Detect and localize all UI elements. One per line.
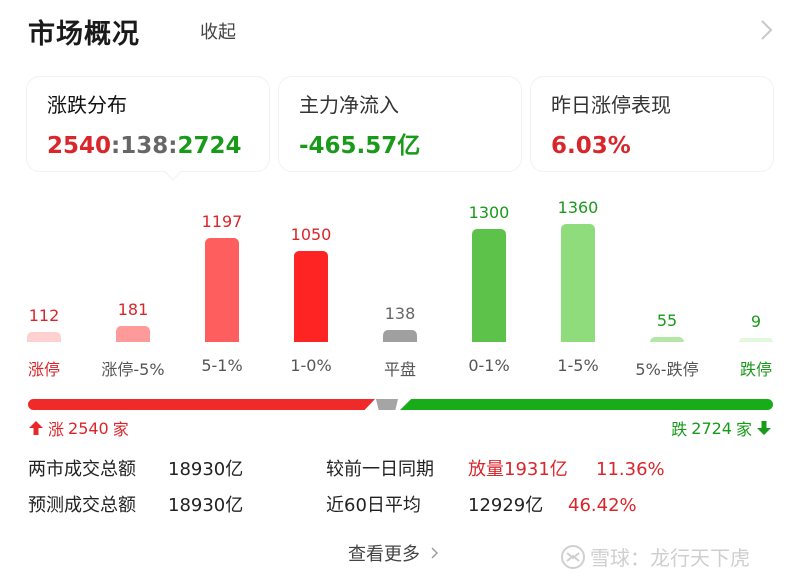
flat-count: 138 (120, 133, 169, 159)
snowball-logo-icon (561, 544, 585, 569)
bar (561, 224, 595, 342)
stat-row-forecast: 预测成交总额 18930亿 近60日平均 12929亿 46.42% (28, 492, 788, 520)
forecast-label: 预测成交总额 (28, 495, 136, 516)
bar-value: 181 (117, 300, 149, 319)
card-value: 6.03% (551, 133, 631, 159)
card-rise-fall-distribution[interactable]: 涨跌分布 2540:138:2724 (26, 76, 270, 181)
bar-category-label: 1-0% (290, 356, 332, 375)
bar-value: 1197 (201, 212, 243, 231)
bar-value: 112 (28, 306, 60, 325)
watermark-text: 雪球：龙行天下虎 (590, 546, 750, 570)
fall-count: 跌 2724 家 (671, 416, 772, 440)
page-title: 市场概况 (28, 19, 140, 50)
bar-value: 55 (656, 311, 678, 330)
avg-pct: 46.42% (568, 495, 637, 516)
bar (650, 337, 684, 342)
card-main-net-inflow[interactable]: 主力净流入 -465.57亿 (278, 76, 522, 172)
total-value: 18930亿 (168, 459, 244, 480)
rise-prefix: 涨 (48, 420, 65, 439)
bar (383, 330, 417, 342)
arrow-up-icon (29, 421, 43, 435)
card-yesterday-limit-up[interactable]: 昨日涨停表现 6.03% (530, 76, 774, 172)
bar (294, 251, 328, 342)
bar-category-label: 1-5% (557, 356, 599, 375)
bar-column[interactable]: 55 (622, 311, 712, 342)
watermark: 雪球：龙行天下虎 (560, 542, 750, 571)
view-more-label: 查看更多 (348, 544, 420, 565)
bar-column[interactable]: 9 (711, 312, 800, 342)
bar-column[interactable]: 1300 (444, 203, 534, 342)
bar-category-label: 5-1% (201, 356, 243, 375)
prev-value: 放量1931亿 (468, 459, 568, 480)
stat-row-total: 两市成交总额 18930亿 较前一日同期 放量1931亿 11.36% (28, 456, 788, 484)
bar (472, 229, 506, 342)
card-label: 涨跌分布 (47, 93, 127, 117)
bar-category-label: 涨停-5% (101, 360, 165, 379)
ratio-down-segment (400, 399, 773, 410)
bar-category-label: 0-1% (468, 356, 510, 375)
bar-category-label: 涨停 (27, 360, 60, 379)
bar-column[interactable]: 1360 (533, 198, 623, 342)
fall-suffix: 家 (735, 420, 752, 439)
bars-area: 112 181 1197 1050 138 1300 1360 55 9 (0, 190, 800, 342)
bar (739, 338, 773, 342)
bar (116, 326, 150, 342)
arrow-down-icon (757, 421, 771, 435)
separator: : (168, 133, 178, 159)
prev-label: 较前一日同期 (326, 459, 434, 480)
bar-column[interactable]: 1050 (266, 225, 356, 342)
ratio-flat-segment (376, 399, 398, 410)
card-label: 昨日涨停表现 (551, 93, 671, 117)
bar-column[interactable]: 1197 (177, 212, 267, 342)
prev-pct: 11.36% (596, 459, 665, 480)
bar-value: 9 (750, 312, 762, 331)
distribution-chart: 112 181 1197 1050 138 1300 1360 55 9 涨停 涨停-5% 5-1%… (0, 190, 800, 390)
view-more-link[interactable]: 查看更多 (348, 540, 440, 566)
bar-category-label: 平盘 (383, 360, 416, 379)
selected-pointer (164, 163, 182, 181)
forecast-value: 18930亿 (168, 495, 244, 516)
card-label: 主力净流入 (299, 93, 399, 117)
avg-label: 近60日平均 (326, 495, 421, 516)
bar-column[interactable]: 138 (355, 304, 445, 342)
down-count: 2724 (177, 133, 242, 159)
bar-value: 1050 (290, 225, 332, 244)
ratio-up-segment (28, 399, 375, 410)
bar-column[interactable]: 112 (0, 306, 89, 342)
card-value: 2540:138:2724 (47, 131, 269, 161)
up-count: 2540 (47, 133, 112, 159)
rise-count: 涨 2540 家 (28, 416, 129, 440)
bar-category-label: 5%-跌停 (635, 360, 699, 379)
chevron-right-icon (431, 547, 438, 559)
avg-value: 12929亿 (468, 495, 544, 516)
bar-value: 1300 (468, 203, 510, 222)
bar (205, 238, 239, 342)
summary-cards: 涨跌分布 2540:138:2724 主力净流入 -465.57亿 昨日涨停表现… (26, 76, 776, 181)
bar-category-label: 跌停 (739, 360, 772, 379)
bar-value: 1360 (557, 198, 599, 217)
collapse-button[interactable]: 收起 (200, 22, 236, 43)
fall-number: 2724 (691, 418, 732, 438)
bar (27, 332, 61, 342)
bar-value: 138 (384, 304, 416, 323)
rise-fall-ratio-bar (28, 399, 773, 410)
rise-suffix: 家 (112, 420, 129, 439)
rise-number: 2540 (68, 418, 109, 438)
card-value: -465.57亿 (299, 133, 421, 159)
fall-prefix: 跌 (671, 420, 688, 439)
separator: : (111, 133, 121, 159)
total-label: 两市成交总额 (28, 459, 136, 480)
header: 市场概况 收起 (28, 10, 800, 50)
bar-column[interactable]: 181 (88, 300, 178, 342)
chevron-right-icon[interactable] (756, 16, 778, 44)
